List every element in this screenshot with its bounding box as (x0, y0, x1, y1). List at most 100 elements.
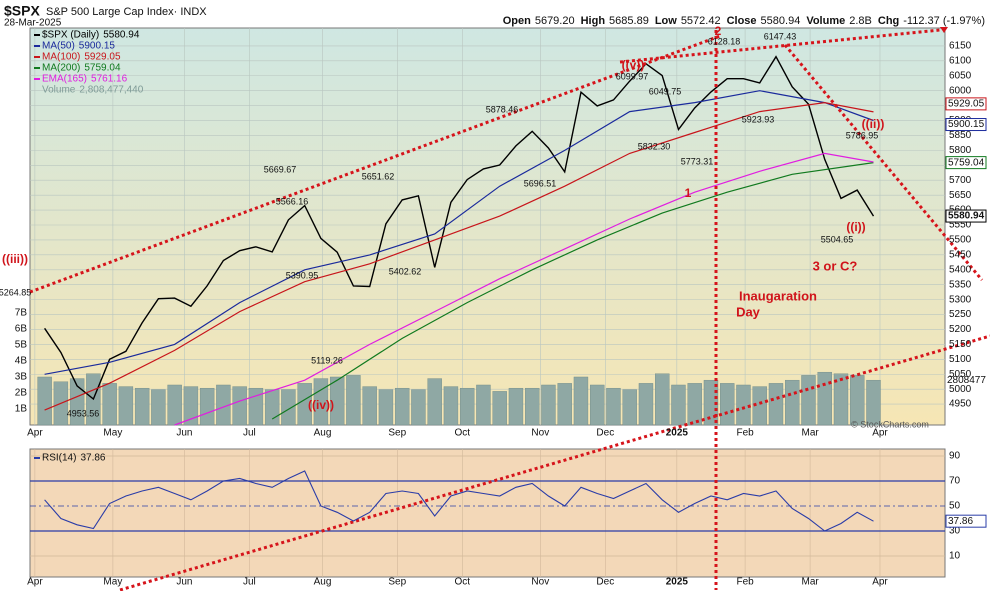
quote-label: Low (655, 15, 677, 27)
volume-bar (69, 378, 85, 426)
legend-swatch (34, 34, 40, 36)
y-tick-label: 5500 (949, 235, 972, 246)
volume-bar (785, 379, 800, 426)
volume-tick-label: 2B (15, 388, 28, 399)
volume-bar (703, 379, 719, 426)
wave-label: ((v)) (622, 58, 645, 72)
price-label: 5832.30 (638, 141, 671, 151)
wave-label: 1 (685, 186, 692, 200)
x-tick-label: Dec (596, 428, 614, 439)
rsi-tick-label: 10 (949, 551, 961, 562)
volume-bar (508, 387, 524, 426)
x-tick-label: Nov (531, 577, 549, 588)
x-tick-label: Oct (455, 577, 471, 588)
y-tick-label: 5550 (949, 220, 972, 231)
price-label: 5923.93 (742, 114, 775, 124)
volume-bar (752, 386, 767, 426)
quote-label: High (581, 15, 606, 27)
quote-label: Volume (806, 15, 845, 27)
y-tick-label: 5300 (949, 294, 972, 305)
value-box-label: 5929.05 (948, 99, 985, 110)
price-label: 5504.65 (821, 234, 854, 244)
volume-bar (655, 373, 670, 426)
date: 28-Mar-2025 (4, 18, 62, 29)
volume-bar (866, 379, 881, 426)
value-box (945, 209, 987, 223)
volume-bar (720, 383, 735, 426)
value-box (945, 118, 987, 132)
price-label: 6147.43 (764, 31, 797, 41)
value-box-label: 5900.15 (948, 119, 985, 130)
x-tick-label: Jun (176, 577, 192, 588)
wave-label: Day (736, 304, 761, 319)
x-tick-label: Apr (27, 428, 43, 439)
value-box-label: 5580.94 (948, 211, 985, 222)
price-label: 5786.95 (846, 130, 879, 140)
volume-bar (232, 386, 247, 426)
volume-bar (459, 387, 475, 426)
volume-bar (590, 384, 605, 426)
y-tick-label: 4950 (949, 399, 972, 410)
y-tick-label: 5150 (949, 339, 972, 350)
volume-bar (134, 387, 150, 426)
moving-average (271, 162, 874, 420)
volume-bar (671, 384, 686, 426)
quote-value: 5685.89 (609, 15, 649, 27)
volume-bar (378, 389, 394, 426)
rsi-tick-label: 30 (949, 526, 961, 537)
volume-bar (118, 386, 134, 426)
quote-value: 2.8B (849, 15, 872, 27)
x-tick-label: Apr (27, 577, 43, 588)
legend-swatch (34, 67, 40, 69)
volume-bar (167, 384, 182, 426)
legend-value: 5759.04 (84, 63, 121, 74)
volume-bar (394, 387, 410, 426)
price-label: 5566.16 (276, 196, 309, 206)
volume-bar (37, 376, 52, 426)
y-tick-label: 5000 (949, 384, 972, 395)
price-label: 5696.51 (524, 178, 557, 188)
rsi-legend-value: 37.86 (80, 453, 105, 464)
volume-bar (768, 383, 784, 426)
volume-bar (541, 384, 556, 426)
volume-bar (411, 389, 426, 426)
y-tick-label: 5050 (949, 369, 972, 380)
x-tick-label: Dec (596, 577, 614, 588)
x-tick-label: Jul (243, 428, 256, 439)
credit: © StockCharts.com (851, 419, 929, 429)
x-tick-label: Mar (801, 428, 819, 439)
y-tick-label: 6050 (949, 70, 972, 81)
y-tick-label: 5650 (949, 190, 972, 201)
volume-tick-label: 1B (15, 404, 28, 415)
volume-bar (281, 389, 296, 426)
y-tick-label: 5250 (949, 309, 972, 320)
quote: Open 5679.20 High 5685.89 Low 5572.42 Close 558… (503, 15, 985, 27)
x-tick-label: Jun (176, 428, 192, 439)
volume-bar (346, 375, 361, 426)
wave-label: Inaugaration (739, 288, 817, 303)
y-tick-label: 5100 (949, 354, 972, 365)
x-tick-label: Sep (388, 577, 406, 588)
price-label: 5390.95 (286, 270, 319, 280)
quote-value: 5572.42 (681, 15, 721, 27)
price-label: 5402.62 (389, 266, 422, 276)
legend-entry: EMA(165) (42, 74, 87, 85)
x-tick-label: Aug (314, 577, 332, 588)
upper-channel (29, 34, 721, 294)
legend-entry: Volume (42, 85, 76, 96)
value-box (945, 156, 987, 170)
price-label: 4953.56 (67, 408, 100, 418)
value-box (945, 97, 987, 111)
volume-bar (427, 378, 442, 426)
wave-label: ((iv)) (308, 398, 334, 412)
x-tick-label: May (103, 428, 122, 439)
rsi-tick-label: 50 (949, 501, 961, 512)
value-box-label: 5759.04 (948, 157, 985, 168)
volume-bar (557, 383, 572, 426)
wave-label: 2 (715, 24, 722, 38)
x-tick-label: Sep (388, 428, 406, 439)
volume-bar (183, 386, 199, 426)
volume-bar (817, 371, 832, 426)
price-label: 6049.75 (649, 86, 682, 96)
